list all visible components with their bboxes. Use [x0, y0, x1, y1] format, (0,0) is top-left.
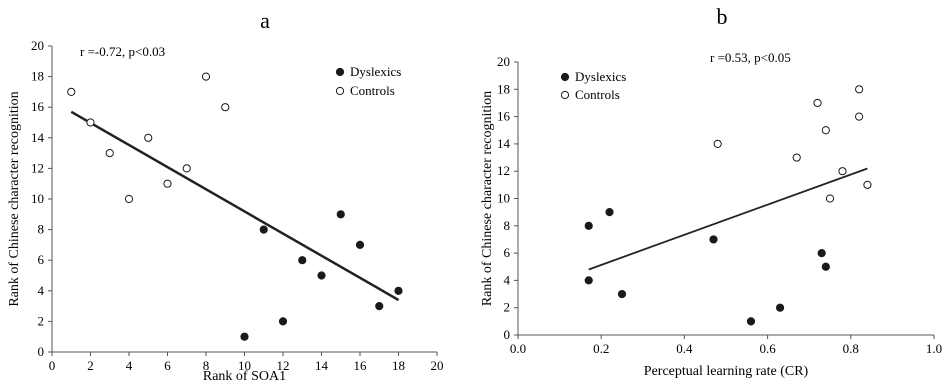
dyslexic-point — [240, 332, 249, 341]
dyslexic-point — [821, 262, 830, 271]
x-tick-label: 6 — [164, 358, 171, 373]
trendline — [70, 110, 400, 302]
y-tick-label: 6 — [504, 245, 511, 260]
y-tick-label: 14 — [497, 136, 511, 151]
legend-marker — [335, 67, 345, 77]
y-tick-label: 10 — [31, 191, 44, 206]
legend-label: Controls — [350, 83, 395, 98]
y-tick-label: 2 — [38, 313, 45, 328]
y-tick-label: 8 — [38, 222, 45, 237]
trendline — [588, 167, 868, 271]
control-point — [67, 87, 76, 97]
control-point — [713, 139, 722, 148]
x-tick-label: 16 — [354, 358, 368, 373]
y-tick-label: 20 — [497, 54, 510, 69]
x-tick-label: 0.8 — [843, 341, 859, 356]
x-tick-label: 8 — [203, 358, 210, 373]
y-tick-label: 12 — [31, 160, 44, 175]
dyslexic-point — [746, 317, 756, 326]
x-tick-label: 10 — [238, 358, 251, 373]
y-tick-label: 8 — [504, 218, 511, 233]
control-point — [201, 72, 211, 81]
y-tick-label: 14 — [31, 130, 45, 145]
dyslexic-point — [617, 289, 627, 299]
legend-marker — [560, 72, 570, 82]
y-tick-label: 20 — [31, 38, 44, 53]
dyslexic-point — [709, 235, 718, 244]
control-point — [124, 194, 134, 204]
x-tick-label: 2 — [87, 358, 94, 373]
dyslexic-point — [336, 210, 345, 219]
control-point — [163, 179, 172, 188]
dyslexic-point — [317, 271, 326, 280]
y-axis-title: Rank of Chinese character recognition — [7, 91, 22, 306]
dyslexic-point — [298, 256, 307, 265]
x-tick-label: 14 — [315, 358, 329, 373]
y-tick-label: 18 — [497, 81, 510, 96]
control-point — [105, 149, 114, 158]
legend-label: Dyslexics — [575, 69, 626, 84]
x-axis-title: Rank of SOA1 — [203, 369, 286, 382]
y-tick-label: 4 — [504, 272, 511, 287]
x-tick-label: 0.0 — [510, 341, 526, 356]
y-axis-title: Rank of Chinese character recognition — [480, 91, 495, 306]
x-tick-label: 1.0 — [926, 341, 942, 356]
panel-b: b 0 2 4 6 8 10 12 14 16 18 20 0.0 0.2 0.4 0.6 0.8 1.0 Perc… — [480, 4, 942, 379]
legend: Dyslexics Controls — [560, 69, 626, 102]
correlation-annotation: r =0.53, p<0.05 — [710, 50, 791, 65]
x-tick-label: 0.6 — [759, 341, 776, 356]
dyslexic-point — [394, 286, 403, 295]
dyslexic-point — [605, 208, 614, 217]
control-point — [863, 180, 872, 189]
x-tick-label: 0 — [49, 358, 56, 373]
x-tick-label: 18 — [392, 358, 405, 373]
panel-label: b — [717, 4, 728, 29]
control-point — [813, 98, 822, 108]
control-point — [144, 133, 153, 142]
dyslexic-point — [584, 221, 593, 230]
y-tick-label: 10 — [497, 191, 510, 206]
control-point — [855, 112, 864, 121]
dyslexic-point — [355, 240, 365, 249]
y-tick-label: 12 — [497, 163, 510, 178]
legend: Dyslexics Controls — [335, 64, 401, 98]
x-tick-label: 12 — [277, 358, 290, 373]
panel-label: a — [260, 8, 270, 33]
x-axis-title: Perceptual learning rate (CR) — [644, 364, 809, 379]
correlation-annotation: r =-0.72, p<0.03 — [80, 44, 165, 59]
dyslexic-point — [817, 249, 826, 258]
control-point — [86, 118, 95, 127]
dyslexic-point — [775, 303, 785, 312]
y-tick-label: 18 — [31, 69, 44, 84]
legend-label: Controls — [575, 87, 620, 102]
dyslexic-point — [375, 302, 384, 311]
control-point — [221, 103, 230, 112]
y-tick-label: 4 — [38, 283, 45, 298]
control-point — [821, 126, 830, 135]
x-tick-label: 4 — [126, 358, 133, 373]
control-point — [855, 85, 864, 94]
x-tick-label: 20 — [431, 358, 444, 373]
y-tick-label: 16 — [497, 109, 511, 124]
y-tick-label: 6 — [38, 252, 45, 267]
y-tick-label: 2 — [504, 300, 511, 315]
dyslexic-point — [584, 276, 593, 285]
control-point — [825, 194, 835, 203]
x-tick-label: 0.2 — [593, 341, 609, 356]
control-point — [838, 167, 847, 176]
y-tick-label: 16 — [31, 99, 45, 114]
legend-label: Dyslexics — [350, 64, 401, 79]
y-tick-label: 0 — [38, 344, 45, 359]
control-point — [792, 153, 801, 162]
legend-marker — [335, 86, 345, 96]
x-tick-label: 0.4 — [676, 341, 693, 356]
legend-marker — [560, 90, 570, 100]
panel-a: a 0 2 4 6 8 10 12 14 16 18 20 0 2 4 6 8 10 12 14 16 18 20 Rank … — [7, 8, 444, 382]
control-point — [182, 164, 191, 173]
dyslexic-point — [278, 317, 288, 326]
y-tick-label: 0 — [504, 327, 511, 342]
dyslexic-point — [259, 225, 268, 234]
